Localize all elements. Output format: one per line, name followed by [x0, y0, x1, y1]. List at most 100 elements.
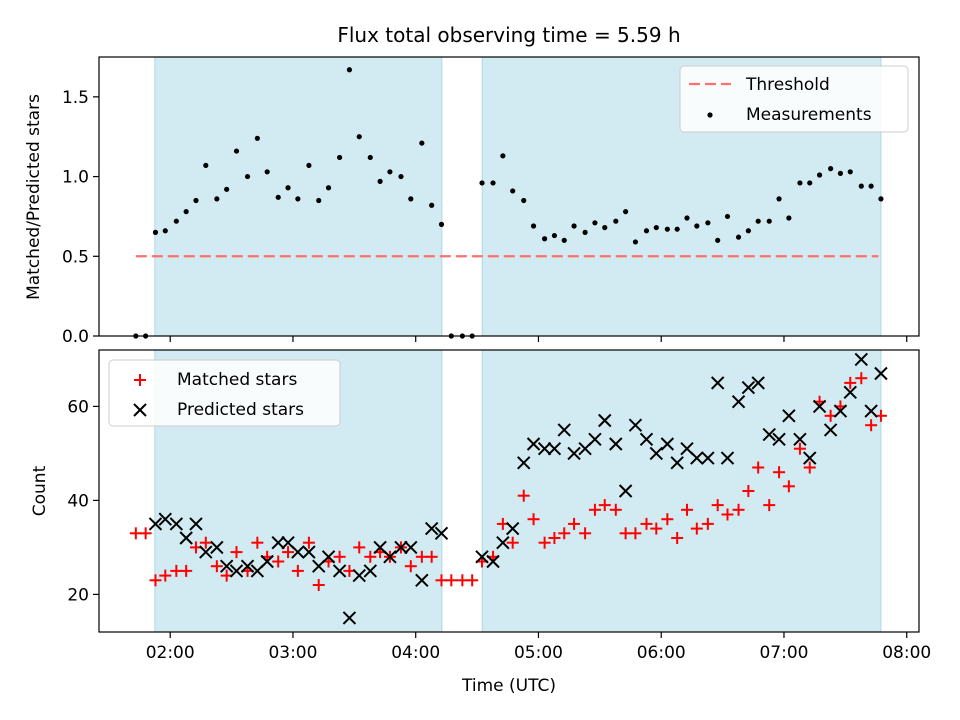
figure-title: Flux total observing time = 5.59 h [337, 23, 680, 47]
measurement-point [356, 134, 362, 140]
matched-star-point [752, 461, 765, 474]
predicted-star-point [710, 376, 725, 390]
matched-star-point [629, 527, 642, 540]
matched-star-point [159, 569, 172, 582]
cross-marker-b [660, 437, 675, 451]
matched-star-point [466, 574, 479, 587]
top-legend: Threshold Measurements [679, 65, 909, 133]
measurement-point [264, 169, 270, 175]
predicted-star-point [833, 404, 848, 418]
legend-matched-label: Matched stars [177, 370, 297, 390]
measurement-point [387, 169, 393, 175]
cross-marker-b [373, 540, 387, 555]
measurement-point [490, 180, 496, 186]
cross-marker-b [609, 437, 623, 451]
measurement-point [162, 228, 168, 234]
matched-star-point [721, 508, 734, 521]
measurement-point [571, 223, 577, 229]
matched-star-point [865, 419, 878, 432]
x-tick-label: 06:00 [637, 643, 686, 663]
matched-star-point [690, 522, 703, 535]
x-tick-label: 02:00 [146, 643, 195, 663]
cross-marker-b [639, 432, 654, 447]
top-legend-box [679, 65, 909, 133]
bottom-legend: Matched stars Predicted stars [108, 359, 341, 427]
top-y-tick-label: 1.5 [62, 88, 89, 108]
cross-marker-b [670, 456, 684, 470]
measurement-point [173, 218, 179, 224]
matched-star-point [782, 480, 795, 493]
measurement-point [561, 237, 567, 243]
cross-marker-b [557, 423, 571, 437]
bottom-y-tick-label: 40 [67, 491, 89, 511]
predicted-star-point [741, 380, 756, 395]
predicted-star-point [260, 554, 274, 569]
bottom-y-axis-label: Count [30, 465, 50, 516]
legend-matched-marker [134, 374, 146, 386]
matched-star-point [568, 517, 581, 530]
predicted-star-point [199, 545, 213, 559]
cross-marker-b [843, 385, 857, 400]
matched-star-point [855, 372, 868, 385]
measurement-point [285, 185, 291, 191]
predicted-star-point [547, 441, 562, 456]
predicted-star-point [526, 437, 541, 451]
predicted-star-point [793, 432, 807, 447]
cross-marker-b [833, 404, 848, 418]
cross-marker-b [169, 517, 184, 531]
predicted-star-point [854, 352, 869, 367]
bottom-legend-box [108, 359, 341, 427]
predicted-star-point [618, 484, 633, 498]
predicted-star-point [404, 540, 418, 555]
measurement-point [755, 218, 761, 224]
predicted-star-point [342, 611, 357, 625]
matched-star-point [579, 527, 592, 540]
measurement-point [735, 234, 742, 240]
measurement-point [325, 185, 332, 191]
cross-marker-b [588, 432, 602, 447]
measurement-point [797, 180, 803, 186]
measurement-point [316, 197, 322, 204]
predicted-star-point [762, 427, 776, 442]
cross-marker-b [793, 432, 807, 447]
cross-marker-b [537, 441, 552, 456]
cross-marker-b [199, 545, 213, 559]
predicted-star-point [179, 531, 193, 545]
matched-star-point [558, 527, 571, 540]
matched-star-point [588, 503, 601, 516]
cross-marker-b [179, 531, 193, 545]
measurement-point [664, 226, 670, 232]
predicted-star-point [628, 418, 643, 432]
top-axes-frame [98, 56, 920, 337]
measurement-point [367, 154, 373, 161]
measurement-point [521, 197, 527, 204]
predicted-star-point [363, 564, 377, 578]
measurement-point [613, 218, 619, 224]
predicted-star-point [537, 441, 552, 456]
matched-star-point [506, 536, 519, 549]
predicted-star-point [639, 432, 654, 447]
legend-measurements-swatch [707, 112, 713, 118]
matched-star-point [844, 376, 857, 389]
predicted-star-point [567, 446, 581, 461]
legend-matched-swatch [134, 374, 146, 386]
measurement-point [623, 209, 629, 215]
cross-marker-b [219, 559, 234, 573]
measurement-point [786, 215, 792, 221]
matched-star-point [139, 527, 152, 540]
measurement-point [510, 188, 516, 194]
measurement-point [715, 237, 721, 243]
bottom-y-tick-label: 60 [67, 397, 89, 417]
cross-marker-b [762, 427, 776, 442]
measurement-point [438, 221, 445, 227]
measurement-point [419, 140, 425, 146]
predicted-star-point [486, 554, 500, 569]
matched-star-point [312, 579, 325, 591]
cross-marker-b [383, 550, 397, 564]
cross-marker-b [229, 564, 244, 578]
predicted-star-point [240, 559, 255, 573]
measurement-point [377, 178, 383, 184]
cross-marker-b [189, 517, 203, 531]
cross-marker-b [486, 554, 500, 569]
